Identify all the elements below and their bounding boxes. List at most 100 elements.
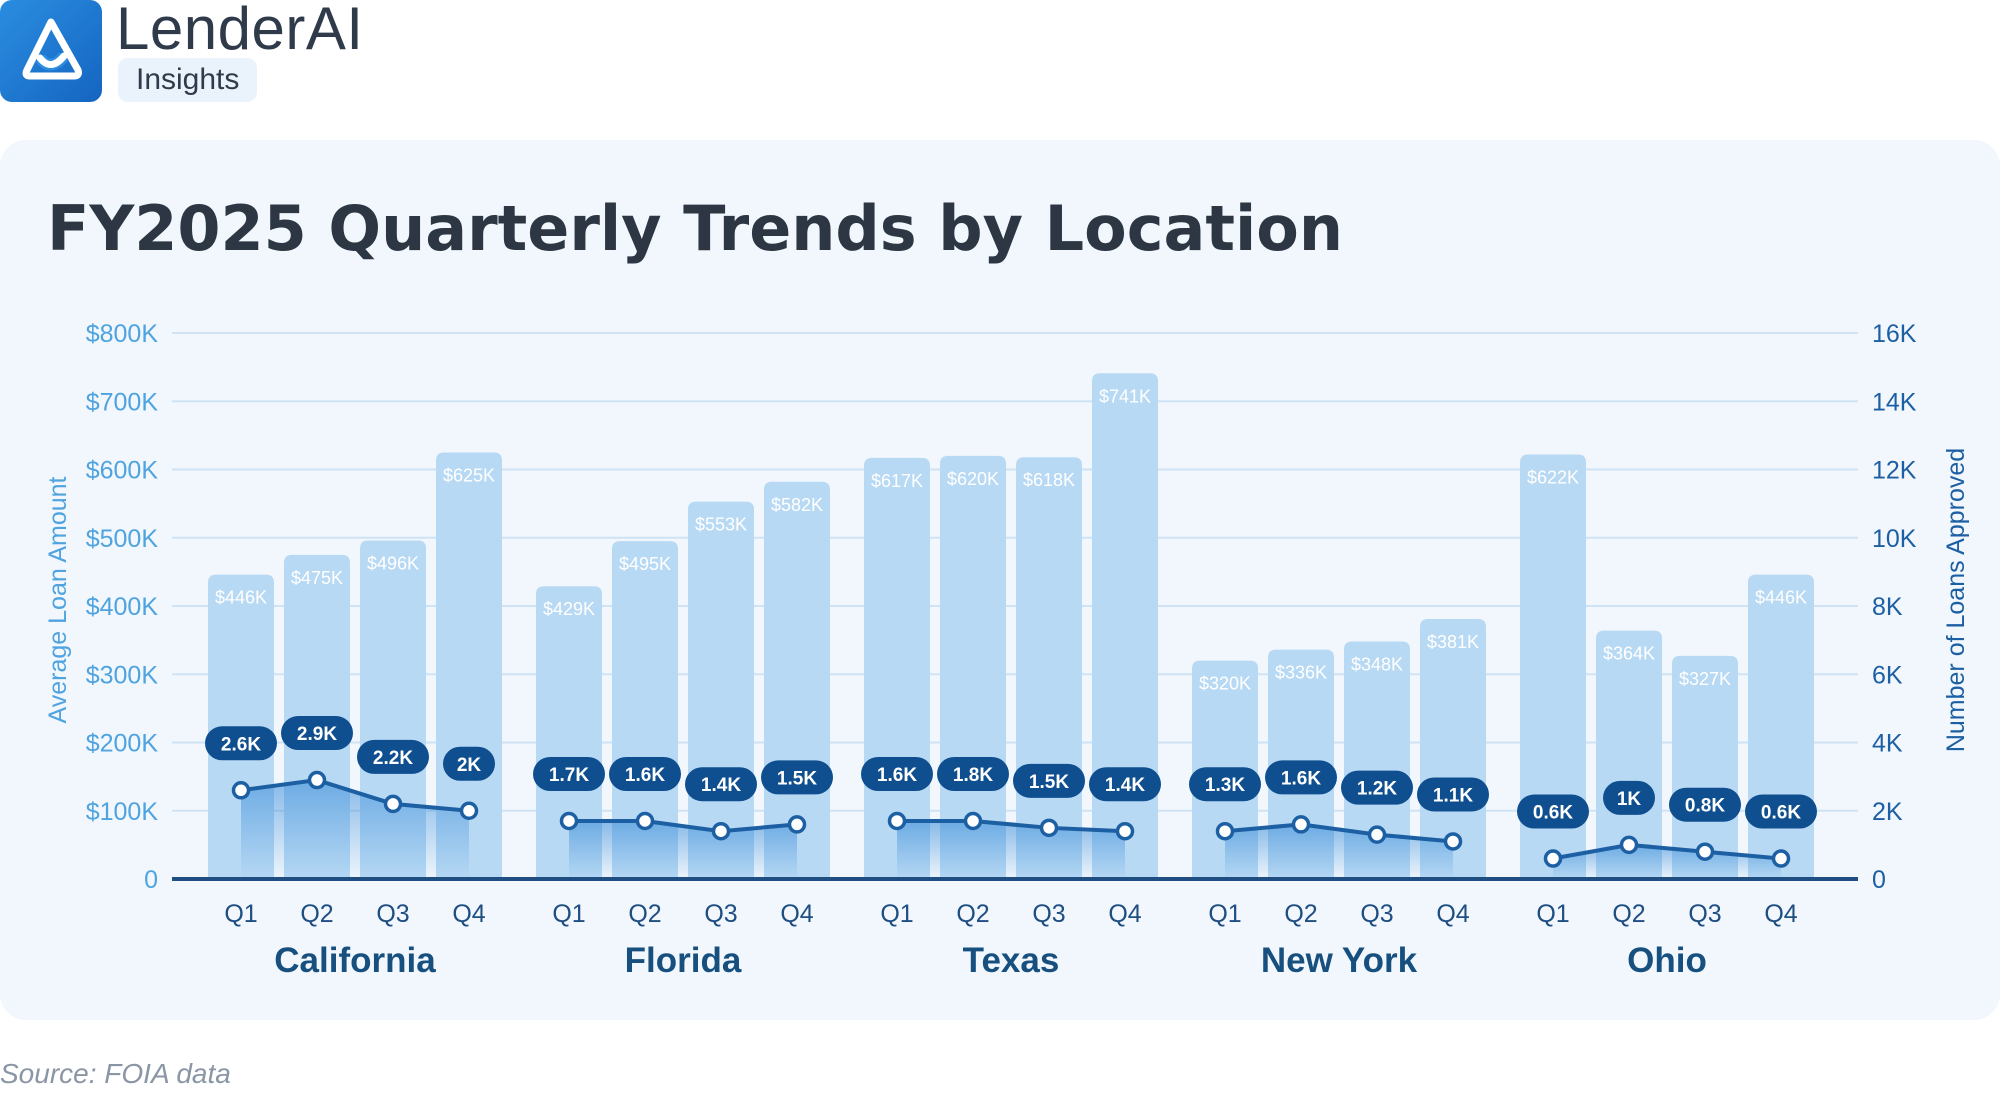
brand-logo — [0, 0, 102, 102]
bar-value-label: $475K — [291, 568, 343, 588]
count-point — [1215, 821, 1235, 841]
count-pill — [1341, 770, 1413, 805]
count-value-label: 1.5K — [1029, 772, 1069, 793]
count-point — [231, 781, 251, 800]
count-point — [383, 794, 403, 814]
count-pill — [533, 756, 605, 791]
x-tick-label: Q2 — [1612, 900, 1645, 928]
bar — [1672, 655, 1738, 879]
bar-value-label: $582K — [771, 495, 823, 515]
x-tick-label: Q1 — [224, 900, 257, 928]
count-value-label: 1.7K — [549, 765, 589, 786]
y-tick-label: $800K — [86, 320, 159, 348]
y-tick-label: $500K — [86, 525, 159, 553]
y2-tick-label: 8K — [1872, 593, 1903, 621]
count-value-label: 0.6K — [1533, 803, 1573, 824]
bar-value-label: $446K — [215, 588, 267, 608]
group-label: Texas — [963, 941, 1060, 980]
x-tick-label: Q4 — [1436, 900, 1469, 928]
y2-tick-label: 12K — [1872, 457, 1917, 485]
count-pill — [609, 756, 681, 791]
count-value-label: 0.6K — [1761, 803, 1801, 824]
bar — [1344, 641, 1410, 879]
count-point — [1039, 818, 1059, 838]
bar — [1092, 373, 1158, 879]
count-area — [241, 780, 469, 879]
count-line — [240, 777, 470, 813]
bar-value-label: $622K — [1527, 467, 1579, 487]
bar — [1748, 574, 1814, 879]
count-value-label: 1.5K — [777, 768, 817, 789]
bar-value-label: $336K — [1275, 663, 1327, 683]
bar-value-label: $348K — [1351, 654, 1403, 674]
x-tick-label: Q4 — [780, 900, 813, 928]
count-pill — [1603, 780, 1655, 815]
x-tick-label: Q2 — [956, 900, 989, 928]
count-pill — [1013, 763, 1085, 798]
y2-tick-label: 16K — [1872, 320, 1917, 348]
count-point — [1367, 825, 1387, 844]
count-point — [1619, 835, 1639, 855]
x-tick-label: Q2 — [300, 900, 333, 928]
count-value-label: 0.8K — [1685, 796, 1725, 817]
count-line — [569, 818, 798, 834]
count-point — [1291, 815, 1311, 834]
count-pill — [1265, 760, 1337, 795]
count-pill — [1745, 794, 1817, 829]
count-point — [887, 811, 907, 831]
brand-subtitle: Insights — [118, 58, 258, 102]
bar-value-label: $364K — [1603, 644, 1655, 664]
count-line — [1224, 822, 1454, 844]
y-tick-label: 0 — [144, 866, 158, 894]
bar-value-label: $618K — [1023, 470, 1075, 490]
y-tick-label: $100K — [86, 798, 159, 826]
bar — [612, 541, 678, 879]
bar-value-label: $429K — [543, 599, 595, 619]
count-value-label: 1.4K — [1105, 775, 1145, 796]
x-tick-label: Q3 — [1360, 900, 1393, 928]
count-point — [459, 801, 479, 820]
count-point — [963, 811, 983, 831]
x-tick-label: Q4 — [1108, 900, 1141, 928]
bar-value-label: $446K — [1755, 588, 1807, 608]
count-value-label: 1.4K — [701, 775, 741, 796]
x-tick-label: Q2 — [628, 900, 661, 928]
x-tick-label: Q4 — [452, 900, 485, 928]
bar-value-label: $741K — [1099, 386, 1151, 406]
count-value-label: 1.6K — [877, 765, 917, 786]
group-label: California — [274, 941, 436, 980]
y-axis-label: Average Loan Amount — [44, 476, 72, 723]
bar — [360, 540, 426, 879]
count-pill — [1417, 777, 1489, 812]
count-value-label: 2.2K — [373, 748, 413, 769]
bar-value-label: $495K — [619, 554, 671, 574]
x-tick-label: Q1 — [1208, 900, 1241, 928]
count-point — [787, 815, 807, 834]
source-note: Source: FOIA data — [0, 1058, 231, 1089]
count-point — [1771, 849, 1791, 868]
group-label: Ohio — [1627, 941, 1707, 980]
x-tick-label: Q3 — [1032, 900, 1065, 928]
count-pill — [357, 739, 429, 774]
lender-triangle-logo-icon — [22, 18, 82, 80]
y2-axis-label: Number of Loans Approved — [1942, 448, 1970, 752]
bar-value-label: $320K — [1199, 674, 1251, 694]
x-tick-label: Q4 — [1764, 900, 1797, 928]
x-tick-label: Q3 — [376, 900, 409, 928]
count-point — [1115, 821, 1135, 841]
count-pill — [281, 716, 353, 751]
count-point — [1695, 842, 1715, 861]
count-line — [897, 818, 1126, 834]
y-tick-label: $200K — [86, 730, 159, 758]
bar-value-label: $553K — [695, 515, 747, 535]
bar — [1016, 457, 1082, 879]
count-area — [569, 820, 797, 879]
count-pill — [1669, 787, 1741, 822]
y-tick-label: $400K — [86, 593, 159, 621]
count-value-label: 2K — [457, 755, 482, 776]
count-value-label: 1.6K — [1281, 768, 1321, 789]
count-point — [1443, 832, 1463, 851]
count-value-label: 1.2K — [1357, 779, 1397, 800]
bar — [1596, 630, 1662, 879]
